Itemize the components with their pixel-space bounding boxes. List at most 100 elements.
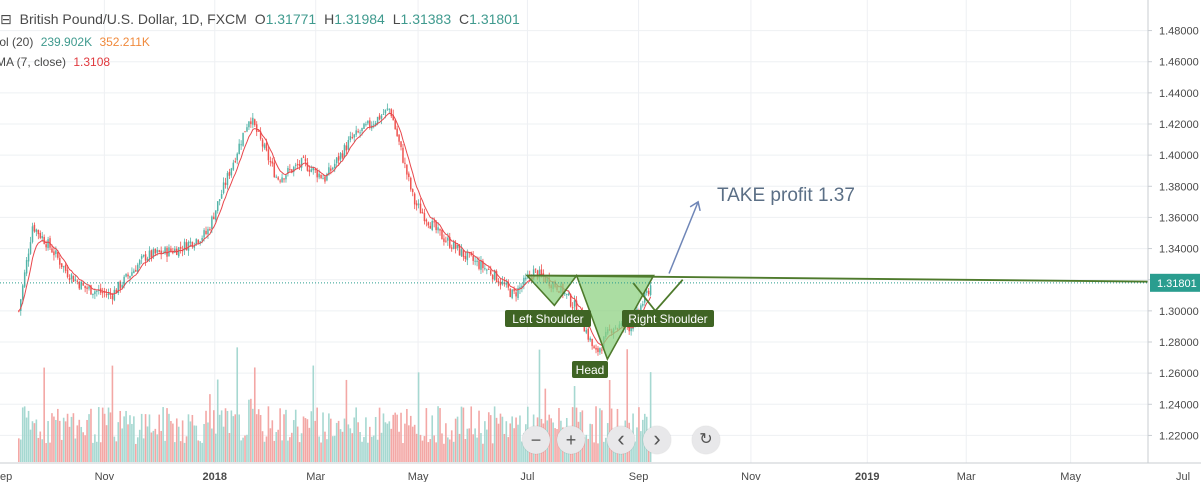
- volume-bar: [365, 417, 367, 462]
- candle-body: [587, 328, 589, 340]
- symbol-legend: ⊟ British Pound/U.S. Dollar, 1D, FXCM O1…: [0, 11, 524, 28]
- volume-bar: [324, 431, 326, 462]
- ema-label[interactable]: EMA (7, close): [0, 55, 67, 69]
- take-profit-label[interactable]: TAKE profit 1.37: [717, 185, 855, 206]
- candle-body: [20, 299, 22, 311]
- candle-body: [501, 281, 504, 285]
- label-left-shoulder[interactable]: Left Shoulder: [505, 310, 591, 327]
- candle-body: [536, 270, 539, 279]
- volume-bar: [111, 365, 114, 462]
- take-profit-arrow[interactable]: [668, 200, 701, 274]
- volume-label[interactable]: Vol (20): [0, 35, 34, 49]
- volume-bar: [90, 408, 92, 462]
- candle-body: [630, 328, 632, 332]
- volume-bar: [265, 436, 268, 462]
- candle-body: [339, 152, 342, 160]
- volume-bar: [599, 408, 601, 462]
- candle-body: [291, 169, 293, 173]
- candle-body: [449, 236, 451, 248]
- volume-bar: [318, 436, 320, 462]
- volume-bar: [123, 416, 125, 462]
- zoom-in-button[interactable]: +: [557, 426, 585, 454]
- candle-body: [353, 134, 355, 138]
- volume-bar: [27, 410, 30, 462]
- candle-body: [265, 142, 268, 151]
- neckline[interactable]: [527, 274, 1195, 283]
- zoom-out-button[interactable]: −: [522, 426, 550, 454]
- candle-body: [177, 247, 180, 257]
- candle-body: [374, 122, 377, 126]
- volume-bar: [552, 422, 554, 462]
- volume-bar: [538, 349, 541, 462]
- volume-bar: [484, 421, 486, 462]
- volume-bar: [96, 441, 98, 462]
- volume-bar: [82, 432, 84, 462]
- volume-bar: [271, 420, 274, 462]
- volume-bar: [113, 436, 116, 462]
- volume-bar: [240, 440, 242, 462]
- candle-body: [105, 294, 108, 296]
- volume-bar: [281, 440, 283, 462]
- volume-bar: [521, 441, 523, 462]
- candle-body: [573, 300, 576, 307]
- candle-body: [314, 169, 316, 171]
- volume-bar: [168, 413, 170, 462]
- volume-bar: [421, 440, 424, 462]
- volume-bar: [43, 367, 45, 462]
- time-axis[interactable]: ep Nov 2018 Mar May Jul Sep Nov 2019 Mar May Jul: [0, 462, 1201, 482]
- volume-bar: [174, 442, 176, 462]
- volume-bar: [491, 443, 494, 462]
- candle-body: [597, 348, 599, 352]
- volume-bar: [160, 430, 162, 462]
- candle-body: [566, 293, 568, 295]
- candle-body: [234, 161, 237, 163]
- price-axis[interactable]: 1.220001.240001.260001.280001.300001.320…: [1147, 0, 1201, 463]
- candle-body: [569, 294, 572, 307]
- volume-bar: [404, 423, 406, 462]
- volume-bar: [314, 420, 317, 462]
- candle-body: [179, 246, 182, 249]
- volume-bar: [376, 439, 379, 462]
- volume-bar: [511, 416, 513, 462]
- symbol-title[interactable]: British Pound/U.S. Dollar, 1D, FXCM: [19, 11, 247, 27]
- volume-bar: [554, 428, 556, 462]
- low-label: L: [392, 11, 401, 27]
- volume-bar: [515, 417, 517, 462]
- candle-body: [304, 158, 307, 162]
- candle-body: [392, 114, 394, 121]
- candle-body: [35, 229, 38, 232]
- volume-bar: [589, 423, 591, 462]
- volume-bar: [193, 425, 196, 462]
- volume-bar: [296, 426, 299, 462]
- scroll-left-button[interactable]: ‹: [607, 426, 635, 454]
- candle-body: [415, 203, 418, 206]
- volume-bar: [211, 428, 213, 462]
- candle-body: [478, 261, 480, 269]
- volume-bar: [433, 435, 435, 462]
- volume-bar: [437, 406, 439, 462]
- candle-body: [197, 239, 199, 243]
- low-value: 1.31383: [400, 11, 452, 27]
- reset-chart-button[interactable]: ↻: [692, 426, 720, 454]
- scroll-right-button[interactable]: ›: [643, 426, 671, 454]
- volume-bar: [585, 434, 588, 462]
- candle-body: [431, 220, 433, 231]
- label-head[interactable]: Head: [572, 361, 608, 378]
- volume-bar: [478, 410, 480, 462]
- volume-bar: [23, 406, 26, 462]
- volume-bar: [390, 428, 393, 462]
- volume-bar: [370, 436, 373, 462]
- candle-body: [384, 109, 387, 114]
- volume-bar: [41, 439, 44, 462]
- candle-body: [84, 285, 86, 289]
- candle-body: [367, 120, 369, 124]
- label-right-shoulder[interactable]: Right Shoulder: [622, 310, 714, 327]
- candle-body: [82, 283, 84, 286]
- collapse-icon[interactable]: ⊟: [0, 11, 12, 27]
- volume-bar: [216, 379, 219, 462]
- volume-bar: [294, 409, 297, 462]
- ema-legend: EMA (7, close) 1.3108: [0, 55, 114, 69]
- volume-bar: [279, 408, 281, 462]
